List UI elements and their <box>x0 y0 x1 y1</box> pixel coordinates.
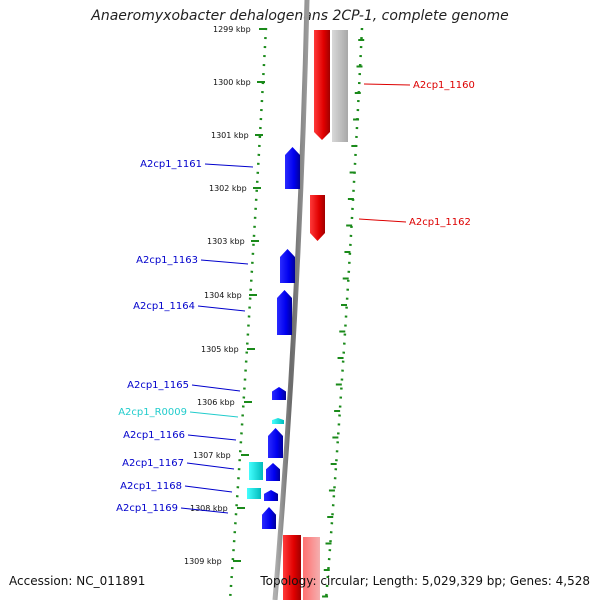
tick-marks: 1299 kbp 1300 kbp 1301 kbp 1302 kbp 1303 kbp… <box>184 25 365 598</box>
tick-label: 1306 kbp <box>197 398 235 407</box>
tick-label: 1300 kbp <box>213 78 251 87</box>
leader-line <box>189 411 239 418</box>
leader-line <box>197 305 246 312</box>
tick-label: 1307 kbp <box>193 451 231 460</box>
tick-label: 1303 kbp <box>207 237 245 246</box>
leader-line <box>184 485 233 493</box>
genome-summary-text: Topology: circular; Length: 5,029,329 bp… <box>260 574 590 588</box>
gene-arrow-A2cp1_R0009 <box>272 418 284 424</box>
tick-label: 1308 kbp <box>190 504 228 513</box>
inner-dotted-ring <box>228 27 268 600</box>
gene-label-A2cp1_1160: A2cp1_1160 <box>413 80 475 91</box>
gene-label-A2cp1_1164: A2cp1_1164 <box>133 301 195 312</box>
outer-dotted-ring <box>324 27 364 600</box>
rna-block-1167 <box>249 462 263 480</box>
gene-arrow-A2cp1_1168 <box>264 490 278 501</box>
gene-arrow-A2cp1_1160 <box>314 30 330 140</box>
accession-text: Accession: NC_011891 <box>9 574 146 588</box>
gene-arrow-A2cp1_1164 <box>277 290 292 335</box>
gene-features <box>247 30 348 600</box>
gene-labels: A2cp1_1161 A2cp1_1163 A2cp1_1164 A2cp1_1165… <box>116 80 475 514</box>
leader-line <box>204 163 254 168</box>
gene-arrow-A2cp1_1161 <box>285 147 300 189</box>
genome-backbone <box>272 0 310 600</box>
gene-label-A2cp1_1167: A2cp1_1167 <box>122 458 184 469</box>
gene-arrow-A2cp1_1163 <box>280 249 295 283</box>
gene-label-A2cp1_1161: A2cp1_1161 <box>140 159 202 170</box>
leader-line <box>358 218 407 223</box>
tick-label: 1302 kbp <box>209 184 247 193</box>
tick-label: 1299 kbp <box>213 25 251 34</box>
gene-label-A2cp1_1169: A2cp1_1169 <box>116 503 178 514</box>
gene-arrow-A2cp1_1166 <box>268 428 283 458</box>
leader-line <box>191 384 241 392</box>
tick-label: 1304 kbp <box>204 291 242 300</box>
gene-label-A2cp1_1163: A2cp1_1163 <box>136 255 198 266</box>
tick-label: 1301 kbp <box>211 131 249 140</box>
gene-label-A2cp1_1166: A2cp1_1166 <box>123 430 185 441</box>
leader-line <box>200 259 249 265</box>
tick-label: 1309 kbp <box>184 557 222 566</box>
rna-block-1168 <box>247 488 261 499</box>
gene-label-A2cp1_1162: A2cp1_1162 <box>409 217 471 228</box>
leader-line <box>180 507 229 514</box>
gene-block-grey <box>332 30 348 142</box>
tick-label: 1305 kbp <box>201 345 239 354</box>
gene-arrow-A2cp1_1169 <box>262 507 276 529</box>
map-title: Anaeromyxobacter dehalogenans 2CP-1, com… <box>91 8 509 24</box>
gene-label-A2cp1_R0009: A2cp1_R0009 <box>118 407 187 418</box>
gene-arrow-A2cp1_1165 <box>272 387 286 400</box>
gene-arrow-A2cp1_1167 <box>266 463 280 481</box>
leader-line <box>187 434 237 441</box>
gene-arrow-A2cp1_1162 <box>310 195 325 241</box>
gene-block-red-light-bottom <box>303 537 320 600</box>
leader-line <box>363 83 411 86</box>
gene-label-A2cp1_1165: A2cp1_1165 <box>127 380 189 391</box>
leader-line <box>186 462 235 470</box>
gene-block-red-bottom <box>283 535 301 600</box>
gene-label-A2cp1_1168: A2cp1_1168 <box>120 481 182 492</box>
